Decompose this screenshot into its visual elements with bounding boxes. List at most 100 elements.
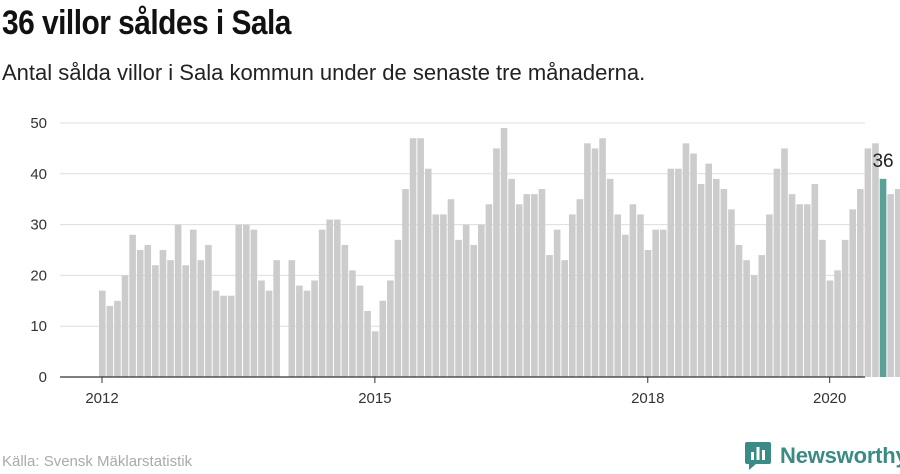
bar (273, 260, 280, 377)
bar (333, 219, 341, 377)
bar (296, 285, 303, 377)
x-axis (60, 376, 865, 383)
bar (894, 189, 900, 377)
bar (599, 138, 606, 377)
bar (690, 153, 697, 377)
bar (318, 229, 326, 377)
bar (424, 168, 432, 377)
bar (728, 209, 735, 377)
bar (462, 224, 470, 377)
bar (250, 229, 258, 377)
chart-subtitle: Antal sålda villor i Sala kommun under d… (2, 60, 646, 85)
bar (614, 214, 622, 377)
bar-chart: 0 10 20 30 40 50 2012 2015 2018 2020 36 (30, 115, 900, 407)
source-note: Källa: Svensk Mäklarstatistik (2, 453, 193, 470)
bar (788, 194, 796, 377)
bar (106, 305, 114, 377)
bar (394, 239, 402, 377)
bar (99, 290, 106, 377)
bar (356, 285, 364, 377)
y-tick-label: 50 (30, 115, 47, 132)
bar (857, 189, 864, 377)
y-tick-label: 30 (30, 217, 47, 234)
bar (205, 244, 212, 377)
bar (311, 280, 318, 377)
bar (159, 250, 167, 377)
bar (243, 224, 250, 377)
bar (652, 229, 659, 377)
bar (144, 244, 152, 377)
bar (371, 331, 379, 377)
x-tick-label: 2020 (813, 390, 846, 407)
bar (675, 168, 682, 377)
bar (637, 214, 644, 377)
bar (152, 265, 159, 377)
bar (811, 183, 819, 377)
bar (758, 255, 766, 377)
bar (720, 189, 728, 377)
bar (432, 214, 440, 377)
bar (712, 178, 720, 377)
bar (568, 214, 576, 377)
bar (197, 260, 205, 377)
bar (872, 143, 879, 377)
bar (523, 194, 531, 377)
y-tick-label: 20 (30, 267, 47, 284)
bar (478, 224, 485, 377)
bar (455, 239, 462, 377)
bar (766, 214, 773, 377)
bar (864, 148, 872, 377)
bar (629, 204, 637, 377)
bar (576, 199, 584, 377)
x-tick-label: 2018 (631, 390, 664, 407)
bar (303, 290, 311, 377)
bar (227, 295, 235, 377)
bar (584, 143, 591, 377)
bar (644, 250, 652, 377)
bar (493, 148, 500, 377)
bar (379, 300, 387, 377)
bar (349, 270, 356, 377)
bar (121, 275, 129, 377)
bar (546, 255, 553, 377)
bar (849, 209, 857, 377)
bar (387, 280, 394, 377)
bar (508, 178, 515, 377)
bar (606, 178, 614, 377)
bar (538, 189, 546, 377)
bar (447, 199, 455, 377)
bar (189, 229, 197, 377)
x-tick-label: 2015 (358, 390, 391, 407)
bar (682, 143, 690, 377)
bar (803, 204, 811, 377)
bar (485, 204, 493, 377)
bar (735, 244, 743, 377)
chart-labels: 0 10 20 30 40 50 2012 2015 2018 2020 36 (30, 115, 893, 407)
bar (659, 229, 667, 377)
bar (667, 168, 675, 377)
bar (697, 183, 705, 377)
bar (220, 295, 227, 377)
chart-title: 36 villor såldes i Sala (2, 4, 291, 42)
bar (182, 265, 189, 377)
bar (819, 239, 826, 377)
bar (887, 194, 894, 377)
bar (288, 260, 296, 377)
bar (531, 194, 538, 377)
bar (364, 310, 371, 377)
bars (99, 128, 900, 377)
bar (553, 229, 561, 377)
bar (781, 148, 788, 377)
y-tick-label: 0 (39, 369, 47, 386)
bar (773, 168, 781, 377)
bar (500, 128, 508, 377)
bar (235, 224, 243, 377)
bar (743, 260, 750, 377)
y-tick-label: 10 (30, 318, 47, 335)
bar (705, 163, 712, 377)
bar (834, 270, 841, 377)
bar (515, 204, 523, 377)
bar (841, 239, 849, 377)
bar (561, 260, 568, 377)
bar (129, 234, 136, 377)
